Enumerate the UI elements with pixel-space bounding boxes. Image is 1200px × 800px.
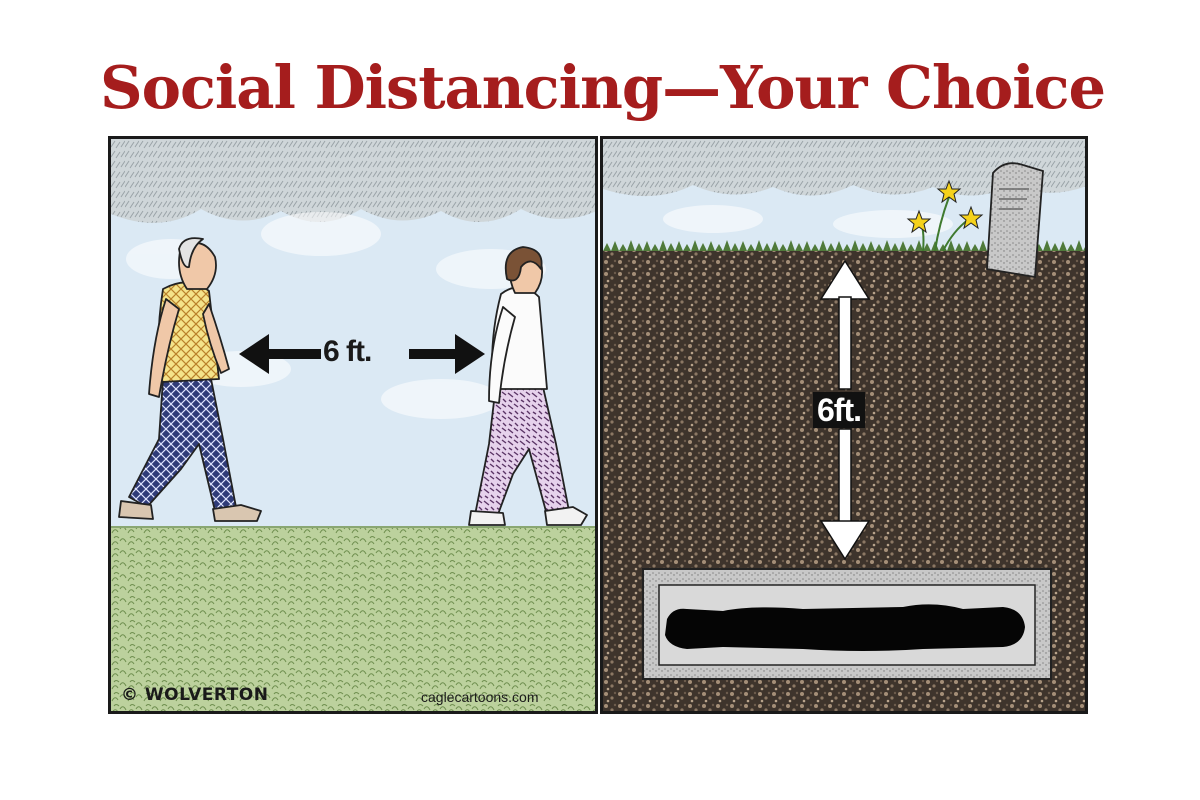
left-panel-social-distancing: 6 ft. © WOLVERTON caglecartoons.com: [108, 136, 598, 714]
woman-walking: [468, 246, 588, 526]
daffodils: [906, 179, 984, 252]
depth-label-six-feet: 6ft.: [813, 392, 865, 428]
buried-body: [665, 604, 1025, 651]
artist-signature: © WOLVERTON: [121, 685, 269, 705]
grass-line: [603, 240, 1085, 251]
right-panel-grave: 6ft.: [600, 136, 1088, 714]
headstone: [986, 162, 1044, 279]
distance-arrow-vertical: [819, 259, 871, 561]
distance-arrow-horizontal: [239, 334, 485, 374]
source-credit: caglecartoons.com: [421, 689, 539, 705]
grass: [111, 527, 595, 711]
left-panel-illustration: [111, 139, 595, 711]
storm-clouds: [111, 139, 595, 223]
distance-label-six-feet: 6 ft.: [323, 335, 372, 368]
storm-clouds: [603, 139, 1085, 197]
cartoon-title: Social Distancing—Your Choice: [100, 53, 1106, 122]
right-panel-illustration: [603, 139, 1085, 711]
man-walking: [118, 237, 262, 522]
